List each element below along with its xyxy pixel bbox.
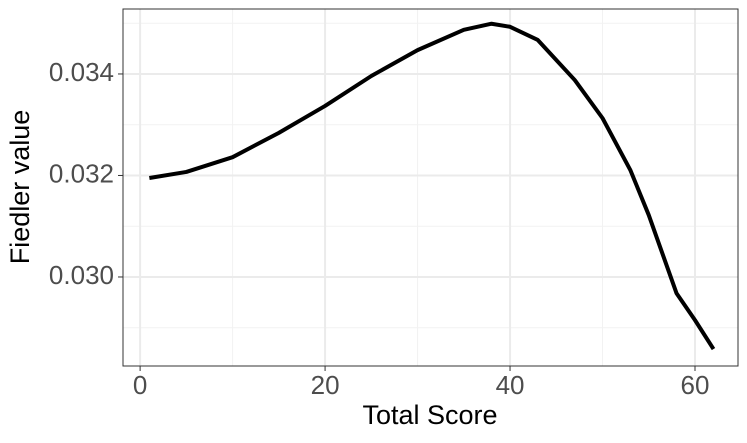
x-tick-label: 20 — [311, 370, 340, 400]
y-tick-label: 0.034 — [49, 57, 114, 87]
panel-border — [122, 8, 739, 367]
y-tick-label: 0.030 — [49, 260, 114, 290]
x-axis-title: Total Score — [362, 400, 497, 430]
x-tick-label: 40 — [496, 370, 525, 400]
y-axis-title: Fiedler value — [5, 110, 35, 265]
x-tick-label: 0 — [133, 370, 147, 400]
y-tick-label: 0.032 — [49, 158, 114, 188]
line — [149, 21, 716, 351]
x-tick-label: 60 — [681, 370, 710, 400]
